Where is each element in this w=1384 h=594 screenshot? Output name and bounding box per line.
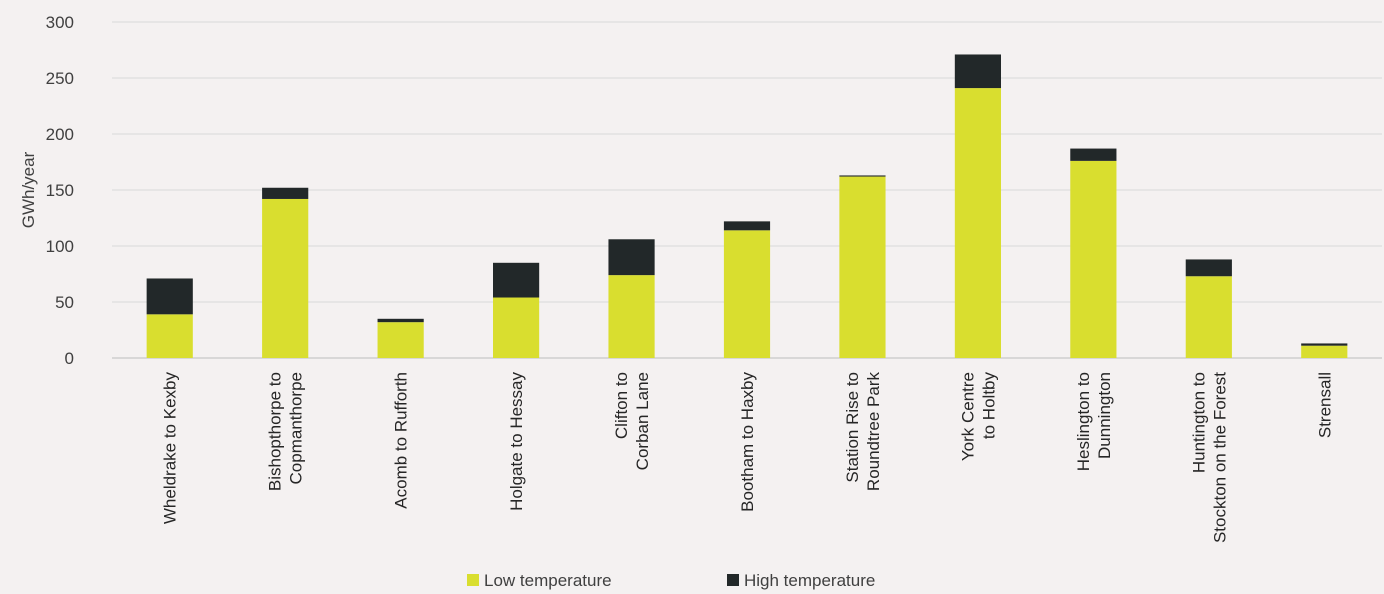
y-tick-label: 300 xyxy=(46,13,74,32)
bar-high-temperature xyxy=(1301,343,1348,346)
x-category-label: Acomb to Rufforth xyxy=(392,372,411,509)
bar-low-temperature xyxy=(1185,276,1232,358)
x-category-label-line: Copmanthorpe xyxy=(287,372,306,484)
x-category-label-line: Bishopthorpe to xyxy=(266,372,285,491)
legend-label-high-temperature: High temperature xyxy=(744,571,875,590)
bar-high-temperature xyxy=(146,278,193,315)
y-tick-label: 0 xyxy=(65,349,74,368)
x-category-label: Wheldrake to Kexby xyxy=(161,372,180,525)
bars xyxy=(146,54,1348,358)
bar-low-temperature xyxy=(608,275,655,358)
bar-high-temperature xyxy=(262,187,309,199)
bar-low-temperature xyxy=(493,297,540,358)
x-category-label: Huntington to Stockton on the Forest xyxy=(1189,372,1229,543)
x-category-label-line: Clifton to xyxy=(612,372,631,439)
x-category-label: Clifton to Corban Lane xyxy=(612,372,652,470)
y-tick-label: 150 xyxy=(46,181,74,200)
x-category-label-line: Station Rise to xyxy=(843,372,862,483)
bar-low-temperature xyxy=(723,230,771,358)
bar-high-temperature xyxy=(839,175,886,177)
bar-low-temperature xyxy=(1070,160,1117,358)
bar-high-temperature xyxy=(723,221,771,231)
x-category-label: York Centre to Holtby xyxy=(958,372,998,462)
bar-high-temperature xyxy=(608,239,655,276)
bar-low-temperature xyxy=(954,88,1001,358)
y-tick-label: 50 xyxy=(55,293,74,312)
y-tick-label: 250 xyxy=(46,69,74,88)
bar-low-temperature xyxy=(377,322,424,358)
bar-low-temperature xyxy=(146,314,193,358)
x-category-label-line: Acomb to Rufforth xyxy=(392,372,411,509)
x-category-label-line: Wheldrake to Kexby xyxy=(161,372,180,525)
x-axis-labels: Wheldrake to Kexby Bishopthorpe to Copmant… xyxy=(161,372,1335,544)
legend-label-low-temperature: Low temperature xyxy=(484,571,612,590)
x-category-label-line: Strensall xyxy=(1315,372,1334,438)
y-axis-ticks: 0 50 100 150 200 250 300 xyxy=(46,13,74,368)
x-category-label-line: Huntington to xyxy=(1189,372,1208,473)
legend-swatch-high-temperature xyxy=(727,574,739,586)
y-axis-title: GWh/year xyxy=(19,151,38,228)
x-category-label: Holgate to Hessay xyxy=(507,372,526,511)
x-category-label: Station Rise to Roundtree Park xyxy=(843,372,883,492)
x-category-label-line: Heslington to xyxy=(1074,372,1093,471)
bar-high-temperature xyxy=(377,318,424,323)
x-category-label-line: Holgate to Hessay xyxy=(507,372,526,511)
bar-high-temperature xyxy=(493,262,540,298)
x-category-label-line: Corban Lane xyxy=(633,372,652,470)
x-category-label-line: Roundtree Park xyxy=(864,372,883,492)
x-category-label: Heslington to Dunnington xyxy=(1074,372,1114,471)
bar-high-temperature xyxy=(954,54,1001,89)
y-tick-label: 200 xyxy=(46,125,74,144)
x-category-label: Bishopthorpe to Copmanthorpe xyxy=(266,372,306,491)
legend: Low temperature High temperature xyxy=(467,571,875,590)
bar-low-temperature xyxy=(1301,345,1348,358)
bar-high-temperature xyxy=(1070,148,1117,161)
x-category-label: Strensall xyxy=(1315,372,1334,438)
x-category-label-line: Dunnington xyxy=(1095,372,1114,459)
x-category-label: Bootham to Haxby xyxy=(738,372,757,512)
y-tick-label: 100 xyxy=(46,237,74,256)
bar-high-temperature xyxy=(1185,259,1232,277)
x-category-label-line: York Centre xyxy=(958,372,977,461)
bar-low-temperature xyxy=(262,198,309,358)
bar-low-temperature xyxy=(839,176,886,358)
x-category-label-line: Stockton on the Forest xyxy=(1210,372,1229,543)
x-category-label-line: to Holtby xyxy=(979,372,998,440)
x-category-label-line: Bootham to Haxby xyxy=(738,372,757,512)
legend-swatch-low-temperature xyxy=(467,574,479,586)
